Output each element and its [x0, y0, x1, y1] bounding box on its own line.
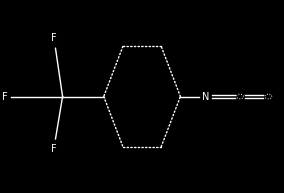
Text: F: F	[2, 91, 7, 102]
Text: F: F	[51, 144, 57, 154]
Text: F: F	[51, 33, 57, 43]
Text: N: N	[202, 91, 210, 102]
